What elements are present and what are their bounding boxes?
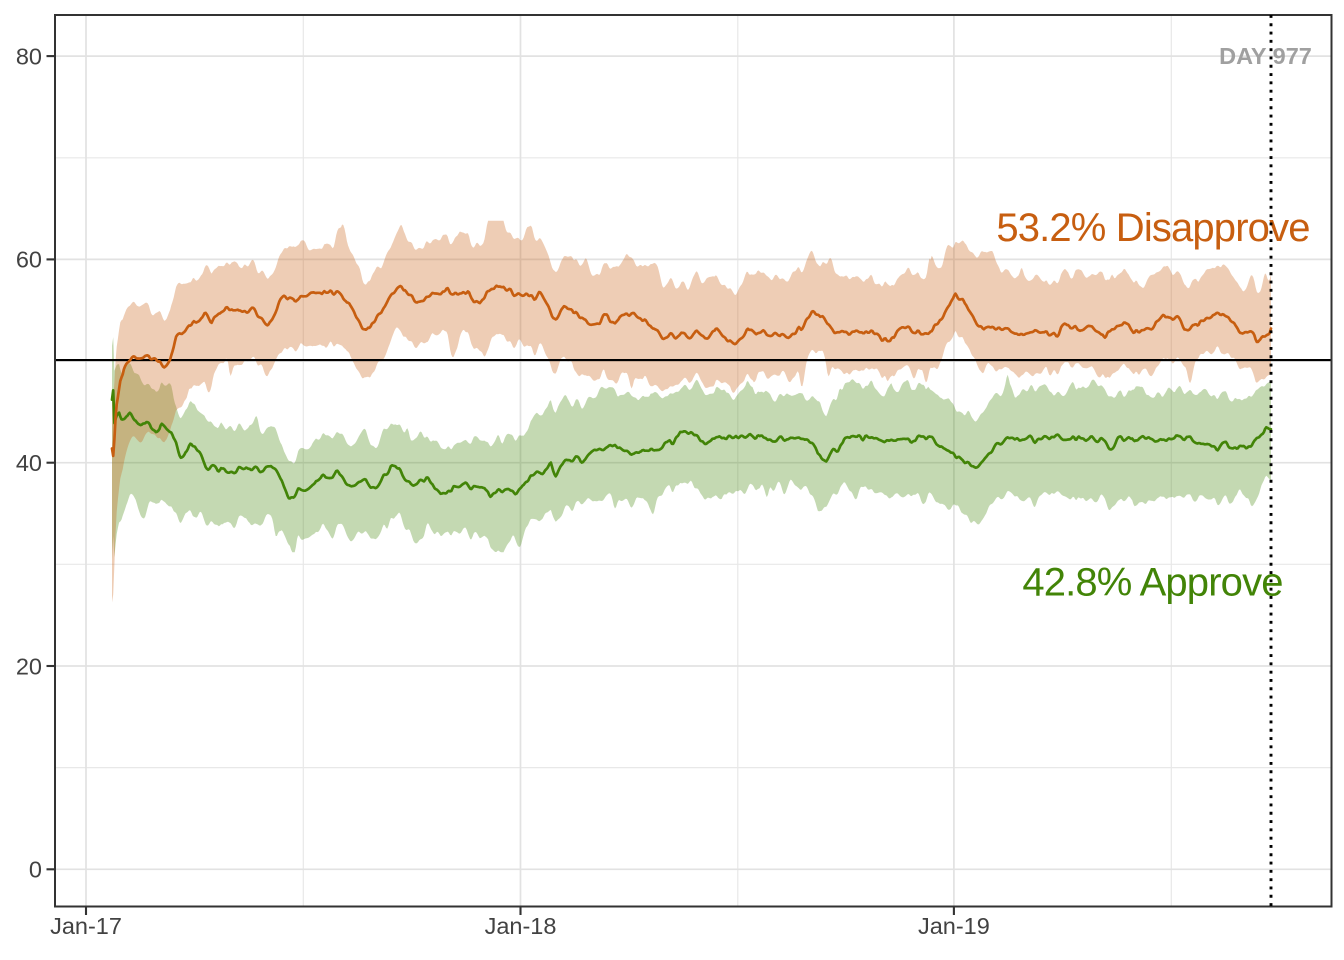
svg-text:80: 80 — [16, 43, 42, 69]
svg-text:Jan-19: Jan-19 — [918, 913, 990, 939]
svg-text:42.8% Approve: 42.8% Approve — [1022, 561, 1282, 605]
svg-text:40: 40 — [16, 450, 42, 476]
svg-text:53.2% Disapprove: 53.2% Disapprove — [996, 206, 1309, 250]
svg-text:Jan-17: Jan-17 — [50, 913, 122, 939]
svg-text:20: 20 — [16, 653, 42, 679]
svg-text:DAY 977: DAY 977 — [1219, 43, 1312, 69]
svg-text:0: 0 — [29, 857, 42, 883]
svg-text:Jan-18: Jan-18 — [485, 913, 557, 939]
svg-text:60: 60 — [16, 247, 42, 273]
